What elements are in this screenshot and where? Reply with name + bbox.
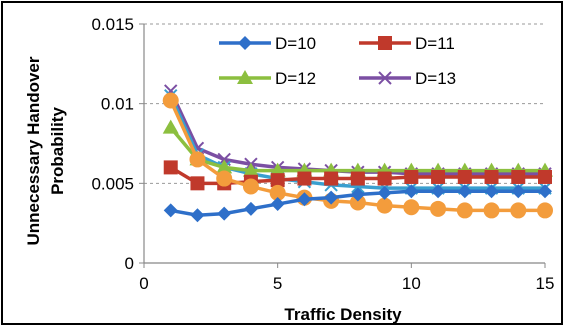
- y-tick-label: 0.01: [101, 95, 134, 114]
- legend-entry: D=12: [219, 69, 316, 88]
- y-tick-label: 0.015: [91, 15, 134, 34]
- data-point: [404, 184, 419, 199]
- data-point: [216, 159, 233, 174]
- legend-marker: [237, 70, 253, 84]
- data-point: [189, 151, 206, 168]
- legend-label: D=13: [415, 69, 456, 88]
- legend-entry: D=11: [359, 34, 455, 53]
- y-tick-label: 0: [125, 254, 134, 273]
- data-point: [217, 206, 232, 221]
- data-point: [242, 178, 259, 195]
- legend-entry: D=10: [219, 34, 316, 53]
- data-point: [190, 176, 205, 191]
- legend-label: D=12: [275, 69, 316, 88]
- data-point: [269, 184, 286, 201]
- legend-marker: [378, 71, 392, 85]
- data-point: [376, 197, 393, 214]
- data-point: [324, 190, 339, 205]
- legend-entry: D=13: [359, 69, 456, 88]
- data-point: [270, 173, 285, 188]
- data-point: [162, 119, 179, 134]
- data-point: [324, 171, 339, 186]
- data-point: [243, 201, 258, 216]
- y-axis-title-line-2: Probability: [48, 107, 67, 195]
- data-point: [484, 169, 499, 184]
- data-point: [431, 184, 446, 199]
- data-point: [190, 208, 205, 223]
- data-point: [242, 162, 259, 177]
- data-point: [483, 202, 500, 219]
- legend-marker: [378, 36, 392, 50]
- x-tick-label: 0: [139, 274, 148, 293]
- data-point: [404, 169, 419, 184]
- legend-label: D=10: [275, 34, 316, 53]
- data-point: [511, 184, 526, 199]
- series-layer: [162, 84, 553, 223]
- data-point: [430, 200, 447, 217]
- x-axis-title: Traffic Density: [284, 305, 402, 324]
- data-point: [163, 160, 178, 175]
- data-point: [377, 185, 392, 200]
- legend-marker: [238, 36, 252, 50]
- data-point: [270, 197, 285, 212]
- series-d-12: [162, 119, 553, 177]
- data-point: [456, 202, 473, 219]
- y-tick-label: 0.005: [91, 174, 134, 193]
- data-point: [484, 184, 499, 199]
- data-point: [538, 184, 552, 199]
- data-point: [431, 169, 446, 184]
- data-point: [163, 203, 178, 218]
- tick-labels: 0 0.005 0.01 0.015 0 5 10 15: [91, 15, 554, 293]
- data-point: [269, 162, 286, 177]
- data-point: [457, 184, 472, 199]
- data-point: [350, 171, 365, 186]
- data-point: [216, 170, 233, 187]
- data-point: [457, 169, 472, 184]
- data-point: [538, 169, 552, 184]
- series-unlabeled-5: [162, 92, 553, 219]
- legend-label: D=11: [415, 34, 455, 53]
- x-tick-label: 15: [536, 274, 555, 293]
- axes: [139, 23, 546, 268]
- series-d-10: [163, 184, 552, 223]
- x-tick-label: 10: [402, 274, 421, 293]
- x-marker-stroke: [378, 71, 392, 85]
- data-point: [403, 199, 420, 216]
- legend: D=10 D=11 D=12 D=13: [219, 34, 456, 88]
- data-point: [537, 202, 553, 219]
- data-point: [162, 92, 179, 109]
- data-point: [511, 169, 526, 184]
- data-point: [377, 171, 392, 186]
- data-point: [510, 202, 527, 219]
- y-axis-title-line-1: Unnecessary Handover: [24, 56, 43, 245]
- line-chart: 0 0.005 0.01 0.015 0 5 10 15 D=10 D=11 D=12 D=13 T…: [24, 15, 554, 324]
- x-tick-label: 5: [273, 274, 282, 293]
- data-point: [297, 171, 312, 186]
- data-point: [350, 187, 365, 202]
- data-point: [297, 192, 312, 207]
- data-point: [349, 194, 366, 211]
